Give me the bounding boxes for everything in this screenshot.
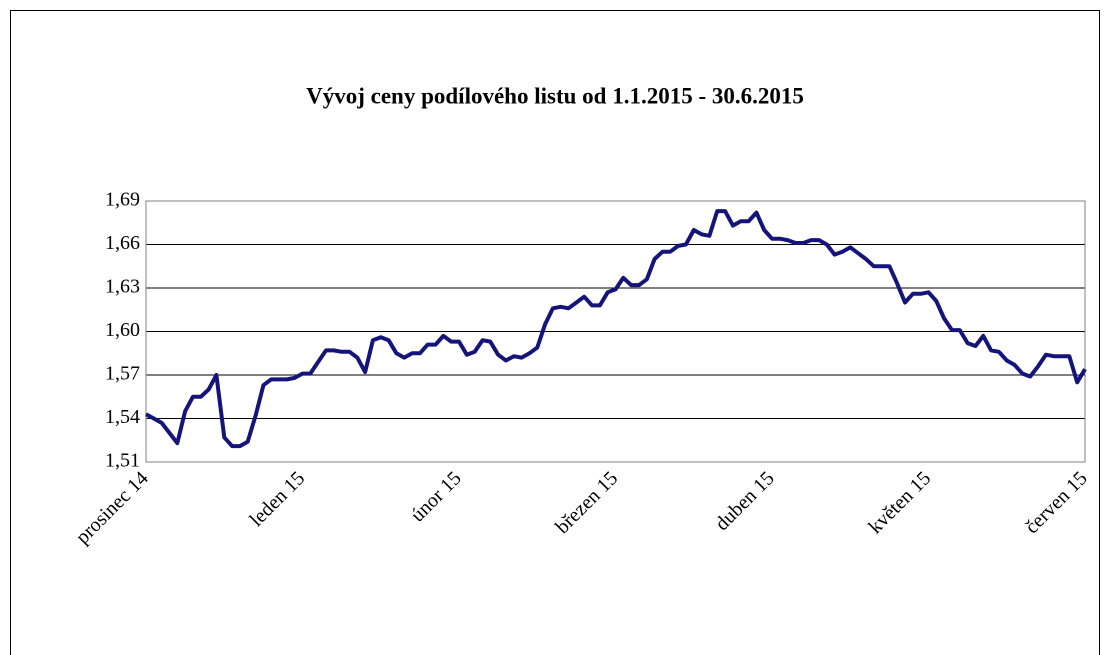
y-tick-label: 1,57 <box>105 363 140 385</box>
plot-area <box>145 200 1086 463</box>
x-tick-label: únor 15 <box>407 467 466 526</box>
x-tick-label: prosinec 14 <box>72 467 153 548</box>
y-tick-label: 1,69 <box>105 189 140 211</box>
x-tick-label: duben 15 <box>711 467 779 535</box>
y-tick-label: 1,54 <box>105 406 140 428</box>
chart-frame <box>10 10 1100 655</box>
y-tick-label: 1,51 <box>105 450 140 472</box>
y-tick-label: 1,60 <box>105 319 140 341</box>
x-tick-label: červen 15 <box>1021 467 1092 538</box>
y-tick-label: 1,63 <box>105 276 140 298</box>
x-tick-label: květen 15 <box>864 467 935 538</box>
x-tick-label: leden 15 <box>245 467 309 531</box>
y-tick-label: 1,66 <box>105 232 140 254</box>
chart-title: Vývoj ceny podílového listu od 1.1.2015 … <box>306 83 804 108</box>
price-line <box>145 209 1087 449</box>
x-tick-label: březen 15 <box>551 467 622 538</box>
